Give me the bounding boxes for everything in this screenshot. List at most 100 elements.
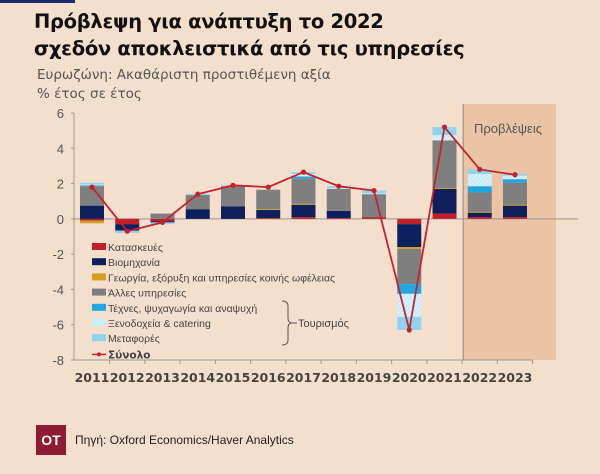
- total-point-2023: [512, 172, 518, 178]
- source-note: Πηγή: Oxford Economics/Haver Analytics: [75, 433, 294, 447]
- total-point-2020: [406, 327, 412, 333]
- top-accent-bar: [0, 0, 75, 3]
- bar-segment-3-2023: [503, 204, 527, 206]
- x-tick-label: 2018: [321, 370, 356, 385]
- legend-label-3: Γεωργία, εξόρυξη και υπηρεσίες κοινής ωφ…: [108, 272, 335, 284]
- legend-label-2: Βιομηχανία: [108, 257, 160, 269]
- legend-swatch-4: [92, 288, 106, 296]
- bar-segment-7-2020: [397, 316, 422, 331]
- bar-segment-3-2017: [291, 203, 316, 205]
- chart-subtitle: Ευρωζώνη: Ακαθάριστη προστιθέμενη αξία %…: [37, 66, 331, 104]
- bar-segment-2-2020: [397, 224, 422, 248]
- bar-segment-5-2023: [503, 179, 527, 183]
- bar-segment-2-2021: [432, 188, 457, 214]
- legend-swatch-7: [92, 334, 106, 342]
- bar-segment-4-2016: [256, 189, 281, 210]
- bar-segment-4-2017: [291, 178, 316, 204]
- tourism-bracket: [281, 300, 293, 346]
- x-tick-label: 2019: [357, 370, 392, 385]
- x-tick-label: 2013: [145, 370, 180, 385]
- bar-segment-5-2022: [467, 186, 492, 193]
- bar-segment-1-2018: [326, 217, 351, 219]
- bar-segment-3-2011: [80, 220, 104, 224]
- bar-segment-4-2023: [503, 182, 527, 205]
- bar-segment-6-2023: [503, 175, 527, 180]
- x-tick-label: 2022: [462, 370, 497, 385]
- x-tick-label: 2014: [180, 370, 215, 385]
- bar-segment-1-2022: [467, 217, 492, 219]
- ot-logo: OT: [36, 425, 66, 455]
- legend-total-marker: [97, 352, 101, 357]
- bar-segment-4-2020: [397, 248, 422, 285]
- bar-segment-4-2013: [150, 213, 175, 219]
- bar-segment-4-2014: [185, 195, 210, 210]
- x-tick-label: 2017: [286, 370, 321, 385]
- bar-segment-1-2020: [397, 218, 422, 225]
- y-tick-label: -4: [52, 282, 64, 297]
- title-line-2: σχεδόν αποκλειστικά από τις υπηρεσίες: [34, 37, 465, 60]
- bar-segment-2-2017: [291, 204, 316, 218]
- bar-segment-6-2017: [291, 173, 316, 177]
- bar-segment-2-2014: [185, 209, 210, 219]
- total-point-2011: [89, 184, 95, 190]
- bar-segment-4-2015: [221, 186, 245, 207]
- total-point-2018: [336, 183, 342, 189]
- bar-segment-5-2020: [397, 284, 422, 294]
- legend-swatch-1: [92, 243, 106, 250]
- bar-segment-3-2016: [256, 209, 281, 211]
- legend-label-6: Ξενοδοχεία & catering: [108, 318, 211, 330]
- legend-label-5: Τέχνες, ψυχαγωγία και αναψυχή: [108, 303, 257, 315]
- x-tick-label: 2012: [110, 370, 145, 385]
- legend-label-total: Σύνολο: [108, 349, 151, 361]
- subtitle-line-1: Ευρωζώνη: Ακαθάριστη προστιθέμενη αξία: [37, 67, 331, 83]
- bar-segment-1-2017: [291, 217, 316, 219]
- forecast-label: Προβλέψεις: [474, 121, 542, 136]
- total-point-2014: [195, 191, 201, 197]
- total-point-2012: [124, 228, 130, 234]
- bar-segment-6-2022: [467, 173, 492, 187]
- bar-segment-4-2021: [432, 140, 457, 188]
- chart-title: Πρόβλεψη για ανάπτυξη το 2022 σχεδόν απο…: [34, 8, 465, 62]
- total-point-2015: [230, 182, 236, 188]
- bar-segment-1-2011: [80, 218, 104, 221]
- x-tick-label: 2020: [392, 370, 427, 385]
- title-line-1: Πρόβλεψη για ανάπτυξη το 2022: [34, 10, 384, 33]
- bar-segment-2-2011: [80, 205, 104, 219]
- bar-segment-4-2011: [80, 186, 104, 206]
- total-point-2013: [159, 219, 166, 225]
- bar-segment-1-2019: [362, 217, 386, 219]
- y-tick-label: -2: [52, 247, 64, 262]
- x-tick-label: 2023: [498, 370, 533, 385]
- bar-segment-3-2021: [432, 187, 457, 189]
- bar-segment-2-2018: [326, 210, 351, 218]
- bar-segment-2-2023: [503, 205, 527, 218]
- total-point-2022: [477, 166, 483, 173]
- bar-segment-3-2020: [397, 247, 422, 249]
- bar-segment-1-2023: [503, 217, 527, 219]
- x-tick-label: 2011: [75, 370, 110, 385]
- legend-label-7: Μεταφορές: [108, 333, 160, 345]
- bar-segment-4-2018: [326, 188, 351, 211]
- bar-segment-2-2012: [115, 224, 140, 231]
- y-tick-label: 0: [57, 212, 64, 227]
- x-tick-label: 2021: [427, 370, 462, 385]
- bar-segment-4-2022: [467, 192, 492, 212]
- y-tick-label: -6: [52, 318, 64, 333]
- legend-swatch-6: [92, 319, 106, 326]
- bar-segment-7-2011: [80, 182, 104, 185]
- bar-segment-1-2012: [115, 218, 140, 225]
- bar-segment-4-2019: [362, 194, 386, 218]
- total-point-2016: [265, 184, 271, 190]
- x-tick-label: 2016: [251, 370, 286, 385]
- subtitle-line-2: % έτος σε έτος: [37, 86, 142, 102]
- y-tick-label: 2: [57, 177, 64, 192]
- legend-swatch-3: [92, 273, 106, 281]
- bar-segment-5-2017: [291, 176, 316, 179]
- total-point-2019: [371, 188, 377, 194]
- legend-label-4: Άλλες υπηρεσίες: [108, 288, 186, 300]
- total-point-2017: [300, 169, 307, 175]
- total-point-2021: [441, 124, 448, 130]
- forecast-region: [463, 104, 556, 360]
- bar-segment-2-2015: [221, 206, 245, 219]
